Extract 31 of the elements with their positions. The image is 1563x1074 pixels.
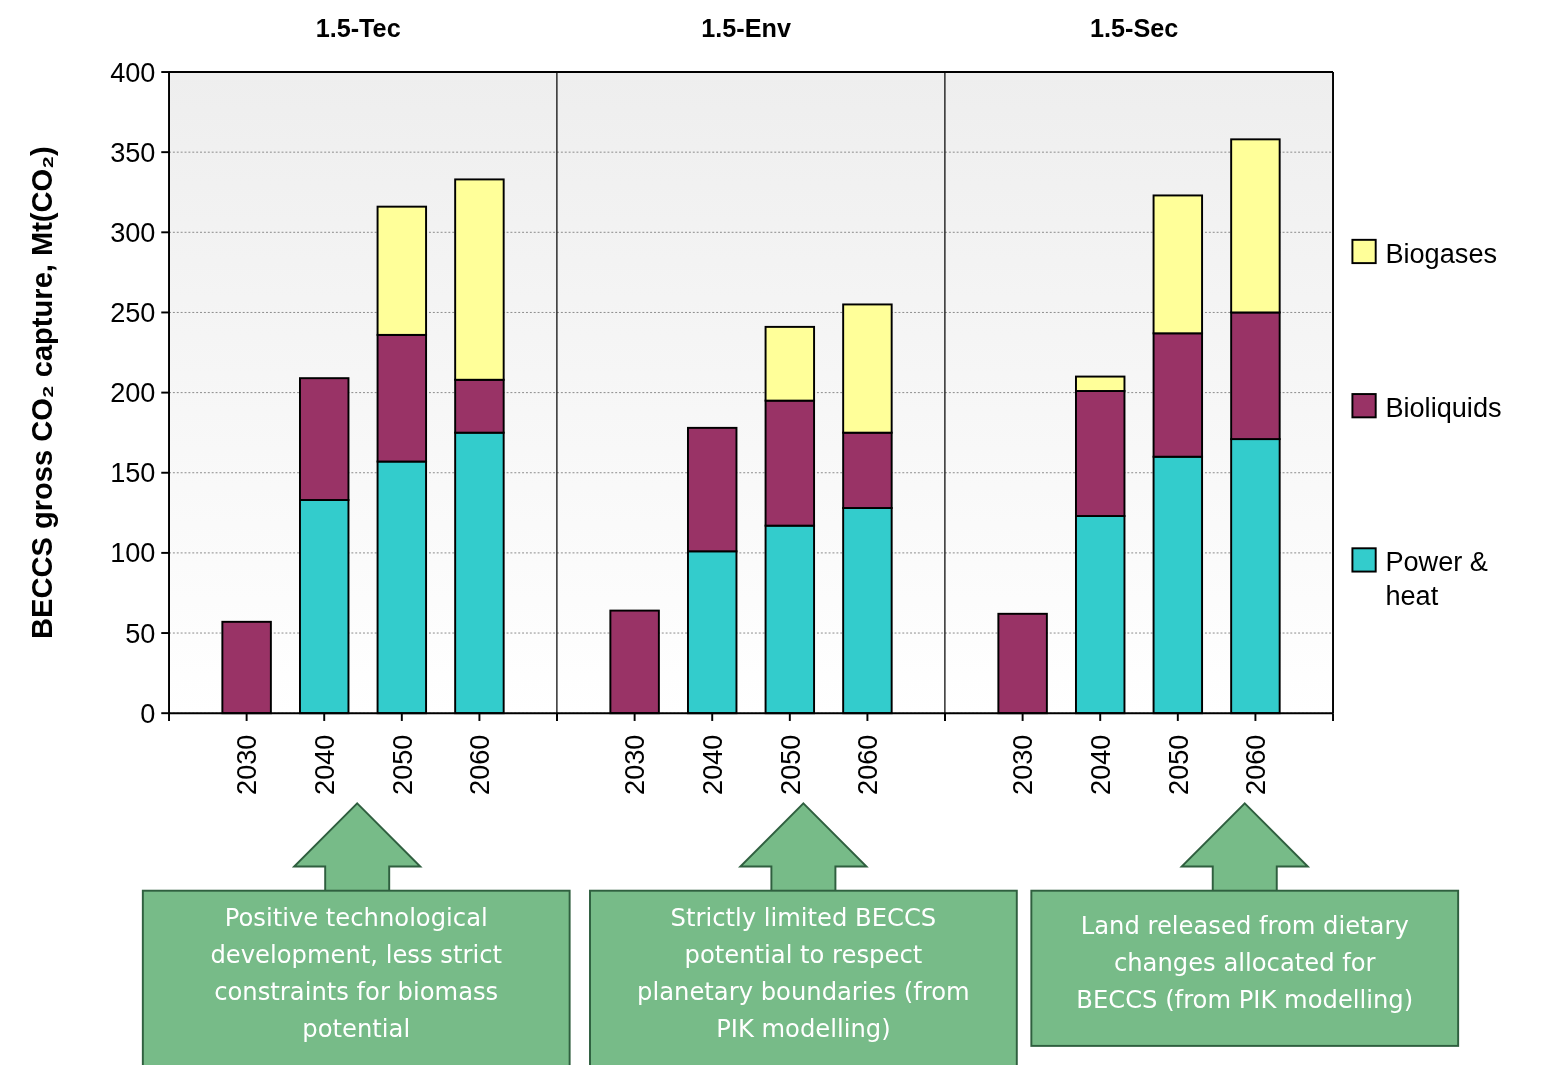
text: Land released from dietary changes allocated for BECCS (from PIK modelling) [1076, 911, 1414, 1014]
chart-title: 1.5-Env [701, 14, 791, 43]
y-tick-label: 50 [125, 617, 156, 649]
x-tick-label: 2040 [308, 734, 340, 795]
x-tick-label: 2040 [696, 734, 728, 795]
y-tick-label: 300 [110, 216, 156, 248]
y-tick-label: 350 [110, 136, 156, 168]
x-tick-label: 2060 [852, 734, 884, 795]
x-tick-label: 2030 [1007, 734, 1039, 795]
x-tick-label: 2060 [1240, 734, 1272, 795]
chart-title: 1.5-Tec [315, 14, 401, 43]
y-tick-label: 250 [110, 296, 156, 328]
x-tick-label: 2060 [464, 734, 496, 795]
x-tick-label: 2040 [1084, 734, 1116, 795]
text: Strictly limited BECCS potential to respect planetary boundaries (from PIK modelling) [637, 903, 970, 1043]
x-tick-label: 2030 [619, 734, 651, 795]
legend-label: Biogases [1385, 237, 1498, 269]
y-tick-label: 150 [110, 457, 156, 489]
text: Positive technological development, less strict constraints for biomass potential [210, 903, 502, 1043]
x-tick-label: 2050 [1162, 734, 1194, 795]
y-tick-label: 200 [110, 377, 156, 409]
x-tick-label: 2050 [386, 734, 418, 795]
legend-label: Power & heat [1385, 546, 1488, 612]
legend-label: Bioliquids [1385, 392, 1502, 424]
y-axis-title: BECCS gross CO₂ capture, Mt(CO₂) [25, 146, 58, 639]
y-tick-label: 0 [140, 697, 156, 729]
chart-title: 1.5-Sec [1090, 14, 1179, 43]
y-tick-label: 100 [110, 537, 156, 569]
x-tick-label: 2030 [231, 734, 263, 795]
x-tick-label: 2050 [774, 734, 806, 795]
y-tick-label: 400 [110, 56, 156, 88]
